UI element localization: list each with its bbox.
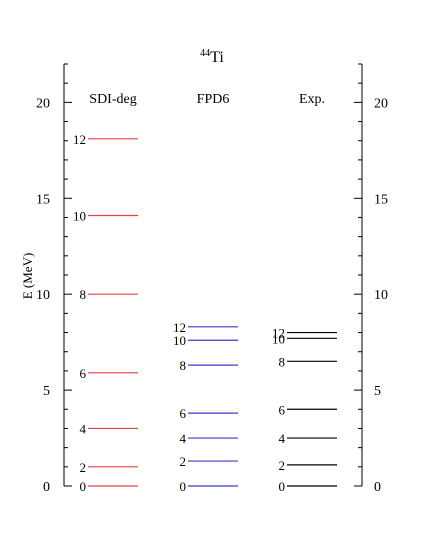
level-label: 0	[180, 479, 187, 494]
level-label: 0	[279, 479, 286, 494]
level-label: 0	[80, 479, 87, 494]
level-label: 8	[180, 358, 187, 373]
column-header-sdi-deg: SDI-deg	[89, 92, 136, 107]
chart-title-base: Ti	[210, 49, 224, 66]
level-label: 12	[73, 132, 86, 147]
level-label: 2	[279, 458, 286, 473]
level-label: 12	[272, 326, 285, 341]
level-label: 6	[80, 366, 87, 381]
y-tick-label-right: 0	[374, 480, 381, 495]
level-label: 8	[279, 354, 286, 369]
y-tick-label-right: 15	[374, 192, 388, 207]
level-label: 12	[173, 320, 186, 335]
level-label: 8	[80, 287, 87, 302]
level-label: 10	[173, 333, 186, 348]
chart-title: 44Ti	[200, 48, 224, 66]
level-label: 4	[279, 431, 286, 446]
series-sdi-deg: 0 2 4 6 8 10 12	[73, 132, 138, 494]
level-label: 10	[73, 209, 86, 224]
level-label: 2	[180, 454, 187, 469]
y-tick-label-left: 10	[36, 288, 50, 303]
level-label: 10	[272, 331, 285, 346]
level-label: 2	[80, 460, 87, 475]
level-label: 4	[180, 431, 187, 446]
level-label: 6	[279, 402, 286, 417]
column-header-fpd6: FPD6	[197, 92, 230, 107]
column-header-exp: Exp.	[299, 92, 325, 107]
chart-title-superscript: 44	[200, 48, 210, 59]
level-label: 6	[180, 406, 187, 421]
y-tick-label-left: 15	[36, 192, 50, 207]
column-headers: SDI-deg FPD6 Exp.	[89, 92, 325, 107]
y-tick-label-right: 5	[374, 384, 381, 399]
y-tick-label-right: 20	[374, 96, 388, 111]
y-axis-label: E (MeV)	[20, 253, 35, 300]
y-tick-label-left: 5	[43, 384, 50, 399]
y-tick-label-left: 20	[36, 96, 50, 111]
y-tick-label-left: 0	[43, 480, 50, 495]
level-label: 4	[80, 421, 87, 436]
y-tick-label-right: 10	[374, 288, 388, 303]
